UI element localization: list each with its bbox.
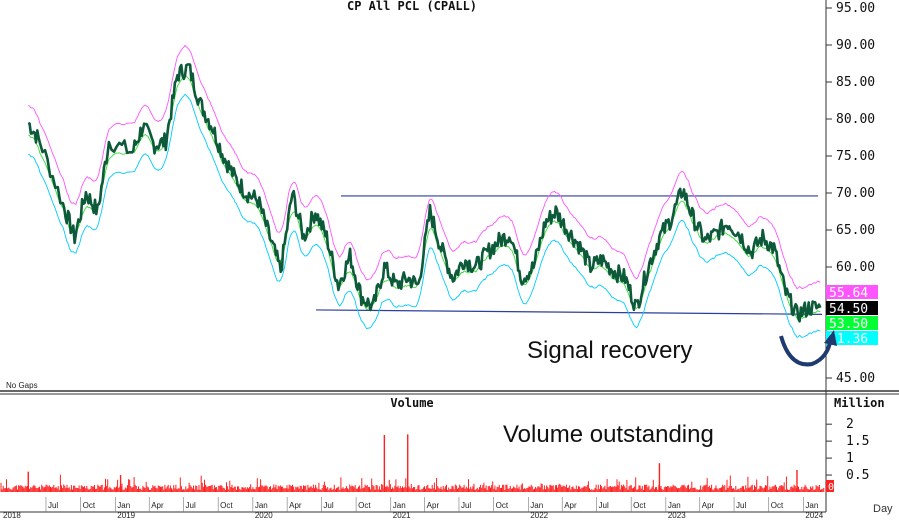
- volume-last-label: 0: [828, 482, 834, 493]
- price-series: [27, 63, 822, 323]
- volume-tick-label: 1.5: [846, 434, 869, 449]
- x-month-label: Apr: [151, 501, 164, 510]
- x-month-label: Apr: [289, 501, 302, 510]
- x-year-label: 2018: [3, 511, 21, 520]
- price-tick-label: 85.00: [836, 75, 875, 90]
- value-badge-label: 53.50: [829, 317, 868, 332]
- x-year-label: 2020: [255, 511, 273, 520]
- value-badge-label: 51.36: [829, 332, 868, 347]
- x-year-label: 2023: [668, 511, 686, 520]
- x-month-label: Oct: [633, 501, 646, 510]
- price-tick-label: 80.00: [836, 112, 875, 127]
- volume-tick-label: 0.5: [846, 468, 869, 483]
- x-month-label: Jan: [393, 501, 406, 510]
- value-badge-bg: [826, 285, 878, 299]
- price-ticks: 95.00 90.00 85.00 80.00 75.00 70.00 65.00 60.00…: [826, 1, 875, 386]
- x-month-label: Oct: [496, 501, 509, 510]
- chart-title: CP All PCL (CPALL): [347, 0, 477, 13]
- price-tick-label: 65.00: [836, 223, 875, 238]
- volume-last-badge: [826, 480, 834, 492]
- volume-bars: [0, 434, 825, 492]
- value-badge-label: 55.64: [829, 286, 868, 301]
- x-month-label: Jan: [255, 501, 268, 510]
- value-badge-label: 54.50: [829, 302, 868, 317]
- x-year-label: 2019: [117, 511, 135, 520]
- value-badge-bg: [826, 316, 878, 330]
- x-month-label: Jan: [117, 501, 130, 510]
- x-month-label: Jul: [599, 501, 609, 510]
- lower-band-line: [28, 93, 821, 338]
- price-tick-label: 90.00: [836, 38, 875, 53]
- x-month-label: Oct: [771, 501, 784, 510]
- x-month-label: Jul: [461, 501, 471, 510]
- x-month-label: Jul: [48, 501, 58, 510]
- x-month-label: Oct: [220, 501, 233, 510]
- recovery-arrow-head: [824, 330, 837, 346]
- channel-lines: [315, 195, 823, 315]
- volume-tick-label: 1: [846, 451, 854, 466]
- x-month-label: Jul: [736, 501, 746, 510]
- channel-lower-line: [315, 309, 823, 315]
- price-line: [27, 63, 822, 323]
- volume-tick-label: 2: [846, 417, 854, 432]
- x-axis-labels: Jul Oct Jan Apr Jul Oct Jan Apr Jul Oct Jan Apr Jul O…: [3, 497, 824, 520]
- x-month-label: Jan: [668, 501, 681, 510]
- x-month-label: Apr: [427, 501, 440, 510]
- annotation-volume-outstanding: Volume outstanding: [503, 421, 714, 448]
- x-year-label: 2022: [530, 511, 548, 520]
- x-month-label: Jan: [805, 501, 818, 510]
- upper-band-line: [28, 44, 821, 290]
- x-axis-unit-label: Day: [873, 503, 893, 515]
- price-tick-label: 95.00: [836, 1, 875, 16]
- x-month-label: Apr: [564, 501, 577, 510]
- x-month-label: Apr: [702, 501, 715, 510]
- price-tick-label: 70.00: [836, 186, 875, 201]
- price-tick-label: 45.00: [836, 371, 875, 386]
- x-month-label: Jul: [323, 501, 333, 510]
- x-year-label: 2024: [805, 511, 823, 520]
- volume-title: Volume: [390, 396, 433, 410]
- volume-unit-label: Million: [834, 396, 885, 410]
- x-month-label: Jan: [530, 501, 543, 510]
- x-year-label: 2021: [393, 511, 411, 520]
- x-month-label: Oct: [358, 501, 371, 510]
- recovery-arrow: [779, 335, 833, 367]
- volume-ticks: 2 1.5 1 0.5: [826, 417, 869, 483]
- moving-average-line: [28, 74, 821, 319]
- annotation-signal-recovery: Signal recovery: [527, 337, 692, 364]
- envelope-lines: [28, 44, 821, 338]
- price-tick-label: 60.00: [836, 260, 875, 275]
- x-month-label: Oct: [83, 501, 96, 510]
- price-tick-label: 75.00: [836, 149, 875, 164]
- value-badge-bg: [826, 331, 878, 345]
- value-badge-bg: [826, 301, 878, 315]
- no-gaps-label: No Gaps: [6, 381, 38, 390]
- x-month-label: Jul: [186, 501, 196, 510]
